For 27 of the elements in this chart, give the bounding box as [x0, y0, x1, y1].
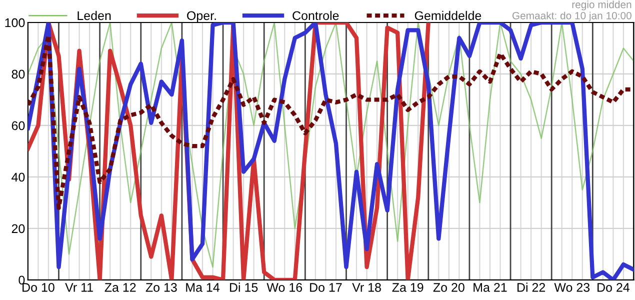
y-tick-label: 60 [12, 121, 25, 130]
x-tick-label: Di 15 [230, 282, 258, 292]
x-tick-label: Ma 14 [186, 283, 220, 292]
x-tick-label: Za 19 [392, 283, 424, 292]
legend-label: Gemiddelde [414, 10, 482, 20]
text: Gemaakt: do 10 jan 10:00 [512, 12, 632, 22]
x-tick-label: Vr 18 [352, 283, 381, 292]
legend-label: Oper. [187, 11, 216, 23]
x-tick-label: Do 10 [22, 283, 54, 292]
legend-label: Leden [78, 10, 111, 20]
x-tick-label: Vr 11 [65, 283, 93, 292]
y-tick-label: 20 [12, 224, 25, 234]
x-tick-label: Do 24 [598, 283, 630, 292]
x-tick-label: Di 22 [517, 282, 546, 292]
x-tick-label: Za 12 [104, 283, 136, 292]
text: regio midden [572, 0, 632, 10]
x-tick-label: Wo 16 [266, 283, 302, 292]
y-tick-label: 100 [5, 18, 25, 28]
x-tick-label: Wo 23 [554, 283, 590, 292]
x-tick-label: Ma 21 [474, 283, 507, 292]
y-tick-label: 80 [12, 70, 25, 79]
legend-label: Controle [292, 10, 339, 20]
x-tick-label: Zo 13 [146, 283, 177, 292]
x-tick-label: Do 17 [310, 283, 342, 292]
x-tick-label: Zo 20 [433, 283, 464, 292]
y-tick-label: 0 [18, 276, 25, 285]
y-tick-label: 40 [12, 172, 25, 182]
